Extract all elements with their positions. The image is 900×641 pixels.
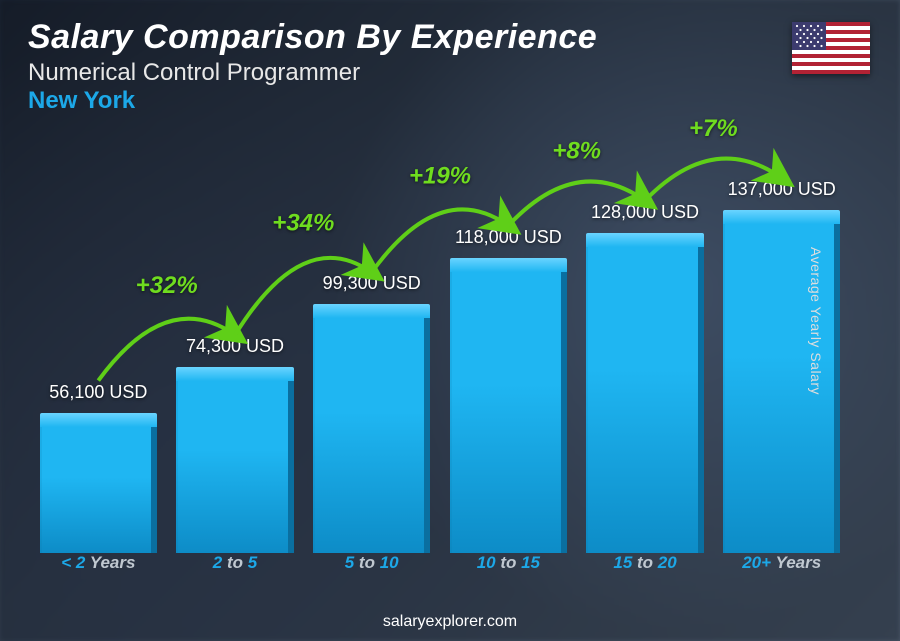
bar-value-label: 56,100 USD (3, 382, 194, 403)
x-label-3: 10 to 15 (440, 553, 577, 581)
header: Salary Comparison By Experience Numerica… (28, 18, 872, 115)
bar-2: 99,300 USD (303, 140, 440, 553)
bar-value-label: 128,000 USD (549, 202, 740, 223)
x-label-0: < 2 Years (30, 553, 167, 581)
y-axis-label: Average Yearly Salary (808, 247, 824, 395)
footer-attribution: salaryexplorer.com (0, 613, 900, 631)
bar-4: 128,000 USD (577, 140, 714, 553)
bar-1: 74,300 USD (167, 140, 304, 553)
bar-chart: 56,100 USD 74,300 USD 99,300 USD 118,000… (30, 140, 850, 581)
x-axis-labels: < 2 Years2 to 55 to 1010 to 1515 to 2020… (30, 553, 850, 581)
bar-rect (40, 413, 158, 553)
x-label-4: 15 to 20 (577, 553, 714, 581)
x-label-1: 2 to 5 (167, 553, 304, 581)
bar-value-label: 99,300 USD (276, 273, 467, 294)
x-label-2: 5 to 10 (303, 553, 440, 581)
bar-value-label: 118,000 USD (413, 227, 604, 248)
bar-5: 137,000 USD (713, 140, 850, 553)
location: New York (28, 87, 872, 115)
bar-rect (450, 258, 568, 553)
bar-rect (176, 367, 294, 553)
bars-container: 56,100 USD 74,300 USD 99,300 USD 118,000… (30, 140, 850, 553)
page-title: Salary Comparison By Experience (28, 18, 872, 57)
bar-rect (313, 304, 431, 553)
x-label-5: 20+ Years (713, 553, 850, 581)
bar-value-label: 137,000 USD (686, 179, 877, 200)
bar-value-label: 74,300 USD (139, 336, 330, 357)
bar-rect (586, 233, 704, 553)
usa-flag-icon (792, 22, 870, 74)
subtitle: Numerical Control Programmer (28, 59, 872, 87)
